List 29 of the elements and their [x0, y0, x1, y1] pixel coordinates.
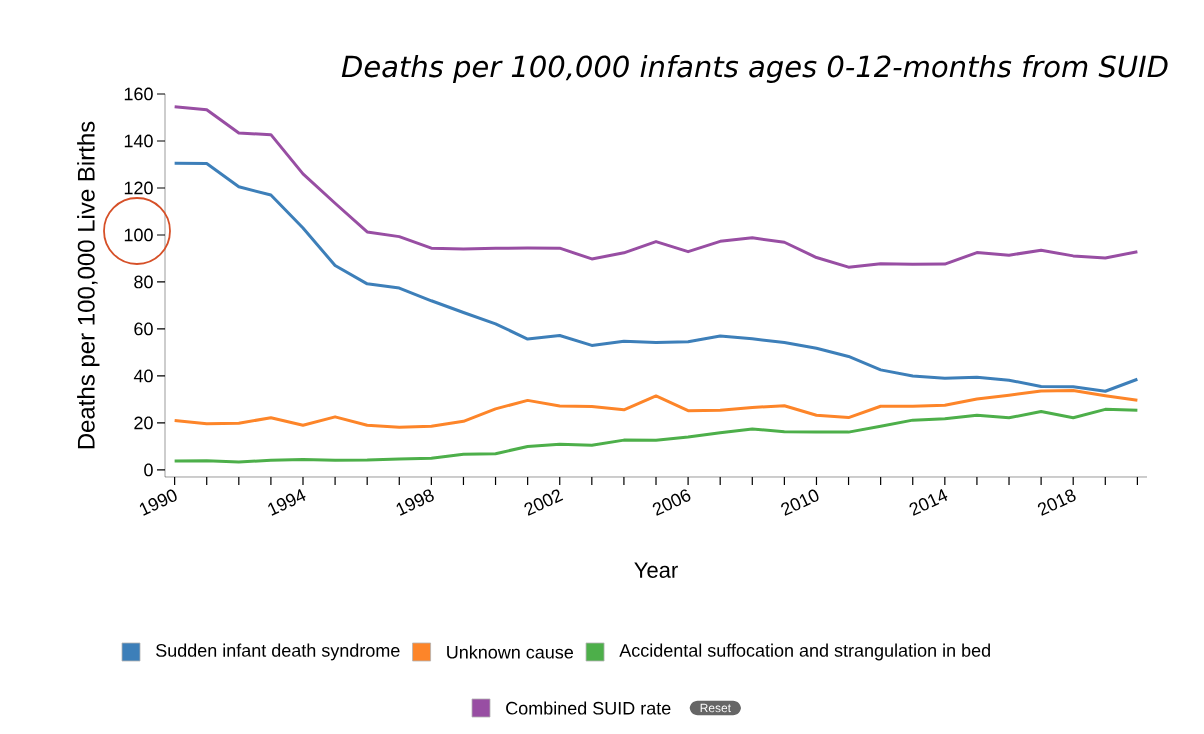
- y-tick-label: 100: [124, 228, 153, 242]
- x-tick-label: 2002: [524, 489, 564, 516]
- line-series: [173, 105, 1139, 269]
- line-series: [173, 389, 1139, 429]
- text: Reset: [700, 703, 731, 713]
- y-tick-label: 140: [124, 134, 153, 148]
- legend-label: Sudden infant death syndrome: [156, 643, 400, 661]
- line-series: [173, 161, 1139, 393]
- chart-title: Deaths per 100,000 infants ages 0-12-months from SUID: [341, 54, 1168, 84]
- y-tick-label: 40: [133, 369, 153, 383]
- x-tick-label: 2006: [652, 489, 691, 516]
- y-axis-title: Deaths per 100,000 Live Births: [77, 121, 100, 449]
- x-tick-label: 2018: [1037, 489, 1076, 516]
- x-tick-label: 2010: [781, 489, 819, 516]
- legend-label: Accidental suffocation and strangulation in bed: [619, 643, 990, 661]
- x-axis-title: Year: [634, 562, 678, 578]
- y-tick-label: 60: [134, 322, 153, 336]
- legend-label: Combined SUID rate: [506, 701, 671, 715]
- y-tick-label: 0: [144, 463, 153, 477]
- y-tick-label: 160: [124, 87, 153, 101]
- y-tick-label: 120: [124, 181, 153, 195]
- legend-label: Unknown cause: [447, 645, 574, 659]
- line-series: [173, 407, 1139, 464]
- x-tick-label: 1998: [396, 489, 434, 516]
- x-tick-label: 1990: [139, 489, 177, 516]
- x-tick-label: 2014: [909, 489, 948, 516]
- y-tick-label: 80: [134, 275, 153, 289]
- y-tick-label: 20: [134, 416, 153, 430]
- x-tick-label: 1994: [268, 489, 306, 516]
